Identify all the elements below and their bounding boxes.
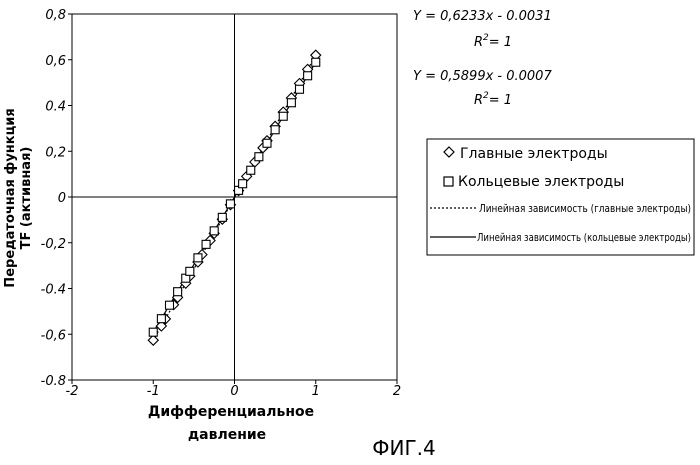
- legend-label-fit-main: Линейная зависимость (главные электроды): [479, 202, 691, 215]
- equation-main-text: Y = 0,6233x - 0.0031: [413, 9, 552, 24]
- r-squared-main: R2= 1: [474, 33, 512, 50]
- y-axis-label-line1: Передаточная функция: [3, 108, 18, 287]
- square-marker: [286, 98, 296, 108]
- square-marker: [262, 138, 272, 148]
- square-marker: [294, 84, 305, 94]
- equation-ring: Y = 0,5899x - 0.0007 R2= 1: [413, 69, 552, 108]
- legend-label-ring: Кольцевые электроды: [458, 174, 624, 190]
- equation-main: Y = 0,6233x - 0.0031 R2= 1: [413, 9, 552, 50]
- y-tick-label: 0,6: [45, 54, 66, 69]
- square-marker: [217, 212, 227, 222]
- equation-ring-text: Y = 0,5899x - 0.0007: [413, 69, 552, 84]
- x-axis-ticks: -2 -1 0 1 2: [66, 380, 401, 399]
- y-tick-label: -0.8: [41, 374, 66, 389]
- square-marker: [270, 125, 280, 135]
- x-axis-label-line2: давление: [188, 427, 266, 443]
- y-tick-label: 0,8: [45, 8, 66, 23]
- x-tick-label: 0: [230, 384, 238, 399]
- diamond-marker: [147, 334, 160, 346]
- figure-label: ФИГ.4: [372, 436, 435, 460]
- square-marker: [156, 314, 166, 324]
- y-tick-label: -0,6: [41, 328, 66, 343]
- square-marker: [225, 199, 235, 209]
- square-marker: [209, 226, 219, 236]
- x-tick-label: -2: [66, 384, 79, 399]
- legend-square-icon: [443, 176, 454, 187]
- legend-label-fit-ring: Линейная зависимость (кольцевые электрод…: [477, 231, 691, 244]
- legend: Главные электроды Кольцевые электроды Ли…: [426, 138, 695, 256]
- square-marker: [193, 253, 203, 263]
- y-tick-label: 0,2: [45, 145, 66, 160]
- square-marker: [278, 111, 288, 121]
- y-tick-label: -0.4: [41, 283, 66, 298]
- square-marker: [311, 57, 321, 67]
- legend-label-main: Главные электроды: [460, 146, 608, 162]
- legend-diamond-icon: [443, 146, 455, 158]
- r-squared-ring: R2= 1: [474, 91, 512, 108]
- y-tick-label: -0,2: [41, 237, 66, 252]
- square-marker: [185, 266, 195, 276]
- data-markers: [147, 49, 322, 346]
- square-marker: [164, 300, 175, 310]
- diamond-marker: [155, 320, 168, 332]
- square-marker: [246, 165, 256, 175]
- y-tick-label: 0: [58, 191, 66, 206]
- legend-box: [426, 138, 695, 256]
- x-tick-label: -1: [147, 384, 160, 399]
- x-tick-label: 2: [393, 384, 401, 399]
- square-marker: [303, 71, 313, 81]
- square-marker: [254, 152, 264, 162]
- y-axis-ticks: -0.8 -0,6 -0.4 -0,2 0 0,2 0.4 0,6 0,8: [41, 8, 72, 389]
- square-marker: [173, 287, 183, 297]
- y-axis-label-line2: TF (активная): [19, 147, 34, 250]
- square-marker: [238, 179, 248, 189]
- square-marker: [148, 327, 158, 337]
- square-marker: [201, 239, 211, 249]
- y-tick-label: 0.4: [45, 100, 66, 115]
- x-axis-label-line1: Дифференциальное: [148, 404, 314, 420]
- x-tick-label: 1: [312, 384, 320, 399]
